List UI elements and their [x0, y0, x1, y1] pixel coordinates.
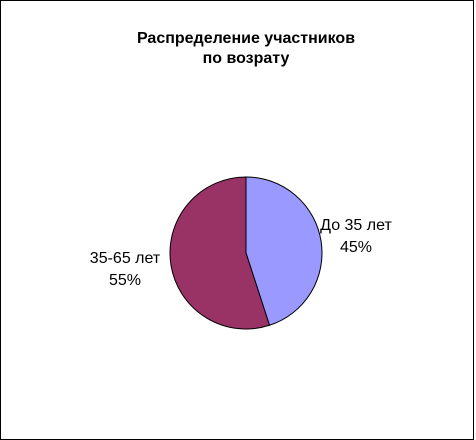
- chart-title: Распределение участников по возрату: [1, 29, 476, 69]
- pie-slice-under-35: [245, 176, 323, 326]
- slice-category-label: До 35 лет: [320, 217, 392, 234]
- chart-title-line-2: по возрату: [202, 50, 290, 67]
- pie-chart: [169, 176, 323, 330]
- slice-label-35-65: 35-65 лет 55%: [75, 248, 175, 292]
- slice-value-label: 55%: [108, 272, 142, 289]
- slice-label-under-35: До 35 лет 45%: [317, 215, 395, 259]
- chart-title-line-1: Распределение участников: [136, 30, 356, 47]
- pie-slice-35-65: [169, 176, 271, 330]
- slice-category-label: 35-65 лет: [89, 250, 161, 267]
- slice-value-label: 45%: [339, 239, 373, 256]
